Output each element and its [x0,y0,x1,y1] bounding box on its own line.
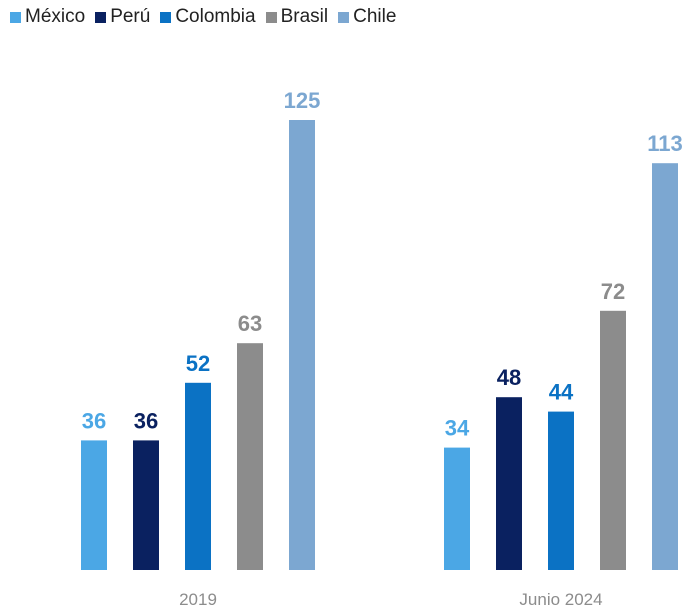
legend-swatch-colombia [160,11,172,23]
bar-colombia-2019 [185,382,211,570]
legend-item-peru: Perú [95,6,150,28]
legend-item-mexico: México [10,6,85,28]
data-label-mexico-junio-2024: 34 [445,416,470,441]
legend-label-brasil: Brasil [280,6,329,27]
bar-mexico-junio-2024 [444,447,470,570]
data-label-brasil-junio-2024: 72 [601,279,625,304]
category-label-2019: 2019 [179,590,217,607]
bar-brasil-junio-2024 [600,310,626,570]
legend-item-chile: Chile [338,6,396,28]
legend-swatch-brasil [265,11,277,23]
category-label-junio-2024: Junio 2024 [519,590,602,607]
bar-colombia-junio-2024 [548,411,574,570]
legend-swatch-mexico [10,11,21,23]
data-label-peru-junio-2024: 48 [497,365,521,390]
data-label-mexico-2019: 36 [82,408,106,433]
data-label-chile-2019: 125 [284,88,321,113]
bar-peru-2019 [133,440,159,570]
legend-label-mexico: México [25,6,86,27]
bar-chile-junio-2024 [652,163,678,570]
legend-item-brasil: Brasil [265,6,329,28]
data-label-colombia-junio-2024: 44 [549,380,574,405]
legend-swatch-chile [338,11,350,23]
legend-label-colombia: Colombia [175,6,256,27]
bar-peru-junio-2024 [496,397,522,570]
data-label-brasil-2019: 63 [238,311,262,336]
bar-chile-2019 [289,120,315,570]
legend-swatch-peru [95,11,107,23]
data-label-chile-junio-2024: 113 [647,131,683,156]
bar-brasil-2019 [237,343,263,570]
legend-label-chile: Chile [353,6,397,27]
bar-mexico-2019 [81,440,107,570]
data-label-peru-2019: 36 [134,408,158,433]
data-label-colombia-2019: 52 [186,351,210,376]
legend-label-peru: Perú [110,6,151,27]
legend-item-colombia: Colombia [160,6,256,28]
chart-legend: México Perú Colombia Brasil Chile [10,6,396,28]
